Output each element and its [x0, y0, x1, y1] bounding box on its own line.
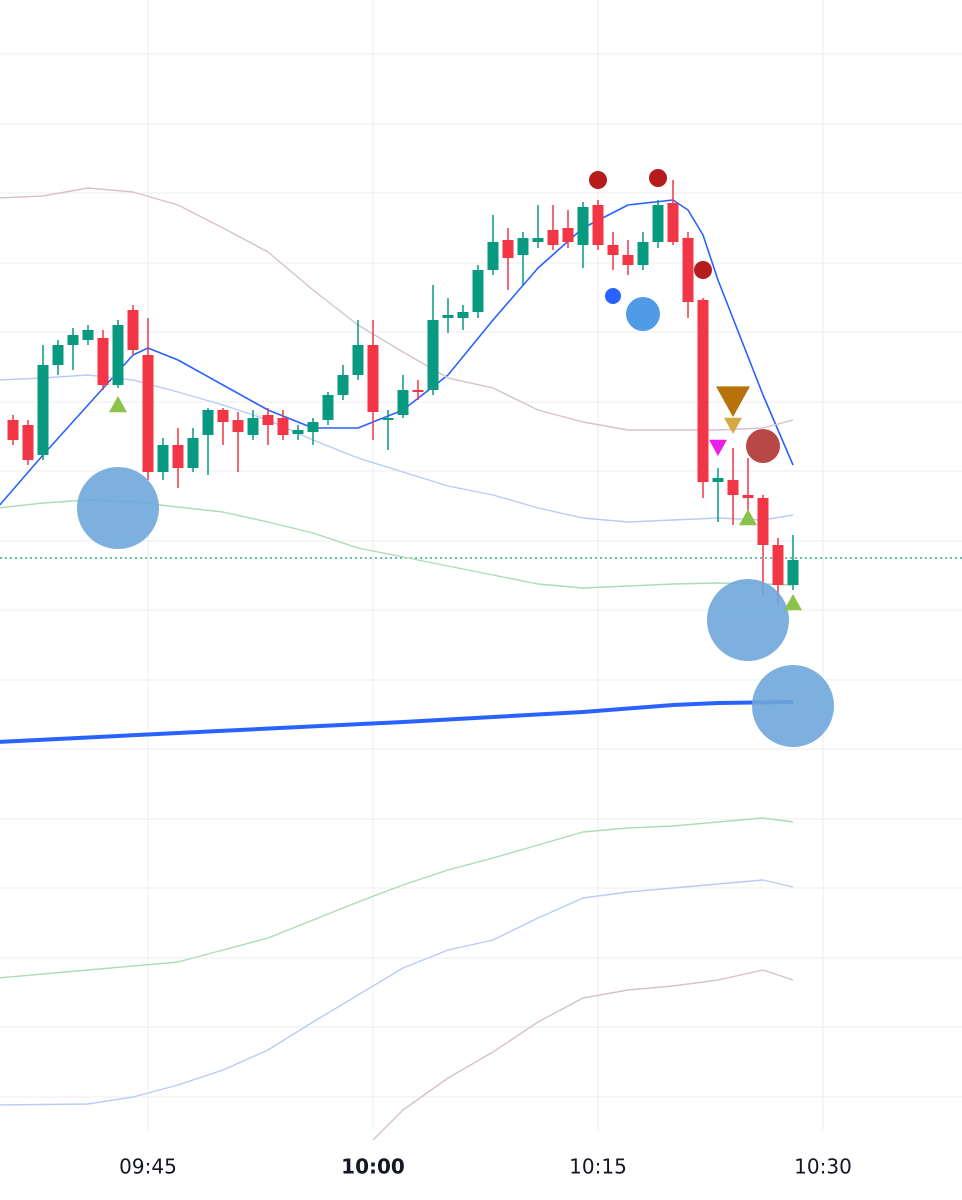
- candle-body: [352, 345, 364, 375]
- x-tick-label: 09:45: [119, 1155, 177, 1179]
- candle-body: [157, 445, 169, 472]
- marker-circle: [751, 665, 834, 747]
- marker-triangle-down: [708, 439, 727, 456]
- candle-body: [52, 345, 64, 365]
- x-tick-label: 10:00: [341, 1155, 405, 1179]
- candle-body: [67, 335, 79, 345]
- candle-body: [637, 242, 649, 265]
- candle-body: [472, 270, 484, 312]
- marker-circle: [625, 297, 660, 331]
- marker-triangle-up: [783, 594, 802, 611]
- indicator-line: [0, 817, 794, 979]
- candle-body: [487, 242, 499, 270]
- marker-triangle-down: [715, 386, 750, 417]
- candle-body: [322, 395, 334, 420]
- candle-body: [127, 310, 139, 350]
- indicator-line: [372, 969, 794, 1141]
- candle-body: [97, 338, 109, 385]
- indicator-line: [0, 199, 794, 506]
- candle-body: [37, 365, 49, 455]
- candle-body: [772, 545, 784, 585]
- candle-body: [667, 203, 679, 242]
- x-tick-label: 10:30: [794, 1155, 852, 1179]
- candle-body: [217, 410, 229, 422]
- candle-body: [577, 207, 589, 245]
- candle-body: [187, 438, 199, 468]
- candle-body: [307, 422, 319, 432]
- candle-body: [442, 315, 454, 318]
- candle-body: [412, 390, 424, 392]
- candle-body: [502, 240, 514, 258]
- marker-circle: [648, 169, 667, 187]
- candle-body: [112, 325, 124, 385]
- candle-body: [697, 300, 709, 482]
- candle-body: [397, 390, 409, 415]
- candle-body: [367, 345, 379, 412]
- candle-body: [457, 312, 469, 318]
- marker-circle: [588, 171, 607, 189]
- candle-body: [682, 238, 694, 302]
- candle-body: [202, 410, 214, 435]
- marker-circle: [706, 579, 789, 661]
- candle-body: [712, 478, 724, 482]
- candle-body: [547, 230, 559, 245]
- candle-body: [82, 330, 94, 340]
- candle-body: [532, 238, 544, 242]
- candle-body: [292, 430, 304, 434]
- candle-body: [7, 420, 19, 440]
- candle-body: [727, 480, 739, 495]
- candle-body: [22, 425, 34, 460]
- candle-body: [172, 445, 184, 468]
- candle-body: [787, 560, 799, 585]
- candle-body: [337, 375, 349, 395]
- candle-body: [652, 205, 664, 242]
- marker-triangle-up: [738, 509, 757, 526]
- candle-body: [592, 205, 604, 245]
- marker-triangle-down: [723, 417, 742, 434]
- marker-triangle-up: [109, 396, 128, 413]
- indicator-line: [0, 879, 794, 1106]
- marker-circle: [77, 467, 160, 549]
- indicator-line: [0, 187, 794, 431]
- candle-body: [247, 418, 259, 435]
- candle-body: [427, 320, 439, 390]
- candle-body: [742, 495, 754, 498]
- candle-body: [277, 418, 289, 435]
- marker-circle: [693, 261, 712, 279]
- marker-circle: [604, 288, 621, 304]
- candle-body: [622, 255, 634, 265]
- candle-body: [757, 498, 769, 545]
- candle-body: [232, 420, 244, 432]
- indicator-line: [0, 374, 794, 523]
- candle-body: [607, 245, 619, 255]
- candle-body: [382, 418, 394, 420]
- x-tick-label: 10:15: [569, 1155, 627, 1179]
- marker-circle: [745, 429, 780, 463]
- candle-body: [262, 415, 274, 425]
- candle-body: [517, 238, 529, 255]
- indicator-line: [0, 700, 794, 744]
- candle-body: [562, 228, 574, 242]
- candle-body: [142, 355, 154, 472]
